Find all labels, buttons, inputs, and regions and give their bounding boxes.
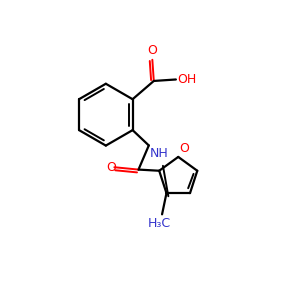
- Text: O: O: [106, 161, 116, 174]
- Text: O: O: [180, 142, 190, 154]
- Text: H₃C: H₃C: [148, 217, 171, 230]
- Text: NH: NH: [150, 147, 169, 160]
- Text: O: O: [147, 44, 157, 57]
- Text: OH: OH: [177, 73, 196, 86]
